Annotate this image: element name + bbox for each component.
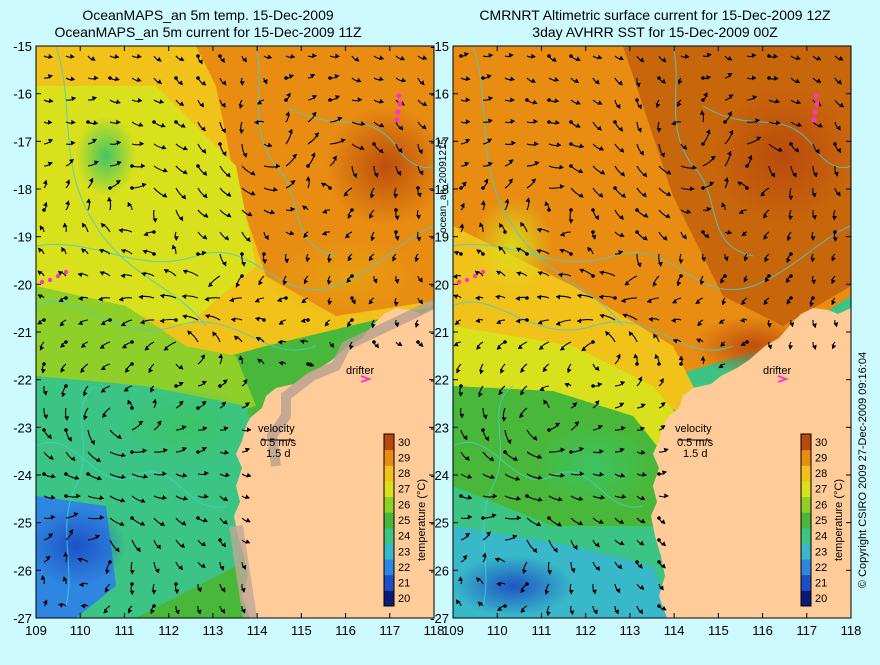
current-vectors	[37, 53, 428, 615]
lon-tick-label: 118	[841, 623, 862, 638]
lon-tick-label: 118	[424, 623, 445, 638]
colorbar-tick: 20	[398, 593, 410, 605]
colorbar-tick: 25	[815, 515, 827, 527]
lon-tick-label: 117	[796, 623, 817, 638]
lat-tick-label: -22	[13, 373, 32, 388]
lon-tick-label: 116	[752, 623, 773, 638]
lat-tick-label: -20	[13, 277, 32, 292]
drifter-tracks	[39, 93, 403, 285]
lat-tick-label: -23	[13, 420, 32, 435]
colorbar-tick: 27	[398, 484, 410, 496]
lat-tick-label: -24	[13, 468, 32, 483]
colorbar-tick: 21	[815, 578, 827, 590]
lon-tick-label: 115	[291, 623, 312, 638]
colorbar-tick: 29	[398, 452, 410, 464]
panel-title: CMRNRT Altimetric surface current for 15…	[479, 7, 831, 23]
lat-tick-label: -20	[430, 277, 449, 292]
lat-tick-label: -26	[13, 563, 32, 578]
run-id-label: ocean_an_20091215	[438, 139, 449, 233]
lat-tick-label: -24	[430, 468, 449, 483]
lat-tick-label: -17	[430, 134, 449, 149]
colorbar-tick: 22	[815, 562, 827, 574]
colorbar-tick: 22	[398, 562, 410, 574]
panel-title: OceanMAPS_an 5m temp. 15-Dec-2009	[82, 7, 334, 23]
lon-tick-label: 111	[532, 623, 552, 638]
panel-subtitle: 3day AVHRR SST for 15-Dec-2009 00Z	[532, 24, 778, 40]
velocity-legend-label: velocity	[675, 423, 712, 435]
colorbar-label: temperature (°C)	[416, 479, 428, 561]
lat-tick-label: -19	[430, 230, 449, 245]
colorbar-tick: 27	[815, 484, 827, 496]
colorbar-label: temperature (°C)	[833, 479, 845, 561]
lat-tick-label: -27	[13, 611, 32, 626]
velocity-time: 1.5 d	[266, 448, 290, 460]
lon-tick-label: 112	[158, 623, 179, 638]
lon-tick-label: 116	[335, 623, 356, 638]
colorbar-tick: 25	[398, 515, 410, 527]
colorbar-tick: 28	[815, 468, 827, 480]
drifter-label: drifter	[763, 365, 791, 377]
lat-tick-label: -26	[430, 563, 449, 578]
current-vectors	[453, 52, 844, 616]
sst-field	[36, 46, 434, 618]
colorbar-tick: 29	[815, 452, 827, 464]
lat-tick-label: -21	[430, 325, 449, 340]
colorbar-tick: 24	[398, 531, 410, 543]
lon-tick-label: 114	[247, 623, 268, 638]
lat-tick-label: -15	[430, 39, 449, 54]
lon-tick-label: 111	[115, 623, 135, 638]
lon-tick-label: 113	[620, 623, 641, 638]
lon-tick-label: 113	[203, 623, 224, 638]
lon-tick-label: 109	[442, 623, 464, 638]
lat-tick-label: -16	[430, 87, 449, 102]
lat-tick-label: -17	[13, 134, 32, 149]
lat-tick-label: -27	[430, 611, 449, 626]
colorbar-tick: 30	[398, 437, 410, 449]
drifter-label: drifter	[346, 365, 374, 377]
colorbar-tick: 21	[398, 578, 410, 590]
colorbar-tick: 23	[815, 546, 827, 558]
colorbar-tick: 28	[398, 468, 410, 480]
velocity-legend-label: velocity	[258, 423, 295, 435]
temperature-colorbar: 20 21 22 23 24 25 26 27 28 29 30 temperature (°C)	[383, 433, 428, 607]
temperature-colorbar: 20 21 22 23 24 25 26 27 28 29 30 temperature (°C)	[800, 433, 845, 607]
lon-tick-label: 110	[487, 623, 508, 638]
lat-tick-label: -16	[13, 87, 32, 102]
drifter-tracks	[456, 93, 820, 285]
colorbar-tick: 24	[815, 531, 827, 543]
lat-tick-label: -23	[430, 420, 449, 435]
velocity-time: 1.5 d	[683, 448, 707, 460]
lon-tick-label: 114	[664, 623, 685, 638]
lon-tick-label: 117	[379, 623, 400, 638]
colorbar-tick: 26	[815, 499, 827, 511]
lat-tick-label: -25	[13, 516, 32, 531]
map-panel-2: CMRNRT Altimetric surface current for 15…	[430, 7, 861, 638]
lon-tick-label: 112	[575, 623, 596, 638]
lon-tick-label: 110	[70, 623, 91, 638]
lat-tick-label: -18	[430, 182, 449, 197]
panel-subtitle: OceanMAPS_an 5m current for 15-Dec-2009 …	[54, 24, 362, 40]
colorbar-tick: 20	[815, 593, 827, 605]
lat-tick-label: -25	[430, 516, 449, 531]
colorbar-tick: 23	[398, 546, 410, 558]
lat-tick-label: -21	[13, 325, 32, 340]
map-panel-1: OceanMAPS_an 5m temp. 15-Dec-2009OceanMA…	[13, 7, 445, 638]
lat-tick-label: -19	[13, 230, 32, 245]
lat-tick-label: -15	[13, 39, 32, 54]
lat-tick-label: -18	[13, 182, 32, 197]
colorbar-tick: 30	[815, 437, 827, 449]
lat-tick-label: -22	[430, 373, 449, 388]
copyright-label: © Copyright CSIRO 2009 27-Dec-2009 09:16…	[857, 352, 869, 588]
sst-field	[453, 46, 851, 618]
colorbar-tick: 26	[398, 499, 410, 511]
lon-tick-label: 115	[708, 623, 729, 638]
lon-tick-label: 109	[25, 623, 47, 638]
